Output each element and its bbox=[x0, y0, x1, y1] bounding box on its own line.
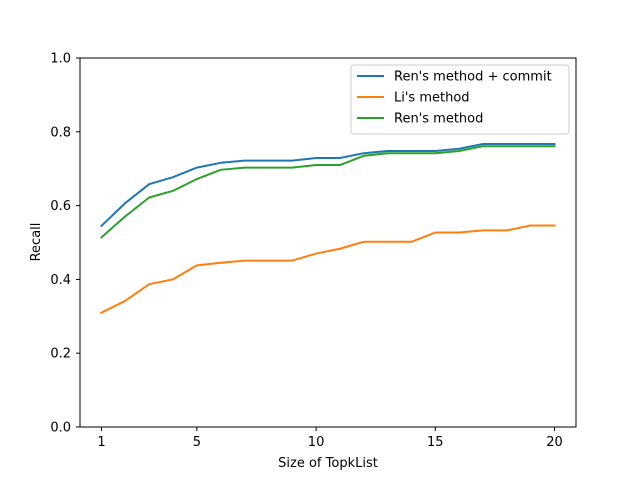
x-tick-label: 15 bbox=[427, 435, 444, 450]
y-axis: 0.0 0.2 0.4 0.6 0.8 1.0 bbox=[50, 52, 80, 436]
y-tick-label: 0.4 bbox=[50, 273, 71, 288]
y-tick-label: 0.2 bbox=[50, 347, 71, 362]
x-tick-label: 5 bbox=[193, 435, 201, 450]
series-line-2 bbox=[100, 224, 556, 314]
y-tick-label: 0.0 bbox=[50, 421, 71, 436]
series-line-3 bbox=[100, 145, 556, 239]
x-tick-label: 20 bbox=[546, 435, 563, 450]
axes-frame bbox=[79, 57, 577, 428]
x-tick-label: 1 bbox=[97, 435, 105, 450]
legend-label-2: Li's method bbox=[394, 91, 470, 106]
y-axis-label: Recall bbox=[29, 223, 44, 262]
legend: Ren's method + commit Li's method Ren's me… bbox=[350, 64, 570, 135]
legend-label-1: Ren's method + commit bbox=[394, 70, 552, 85]
x-axis-label: Size of TopkList bbox=[278, 456, 378, 471]
series-layer bbox=[100, 142, 556, 314]
y-tick-label: 1.0 bbox=[50, 52, 71, 67]
y-tick-label: 0.8 bbox=[50, 125, 71, 140]
x-tick-label: 10 bbox=[308, 435, 325, 450]
x-axis: 1 5 10 15 20 bbox=[97, 427, 563, 450]
series-line-1 bbox=[100, 142, 556, 228]
legend-box bbox=[350, 64, 570, 135]
y-tick-label: 0.6 bbox=[50, 199, 71, 214]
legend-label-3: Ren's method bbox=[394, 112, 483, 127]
